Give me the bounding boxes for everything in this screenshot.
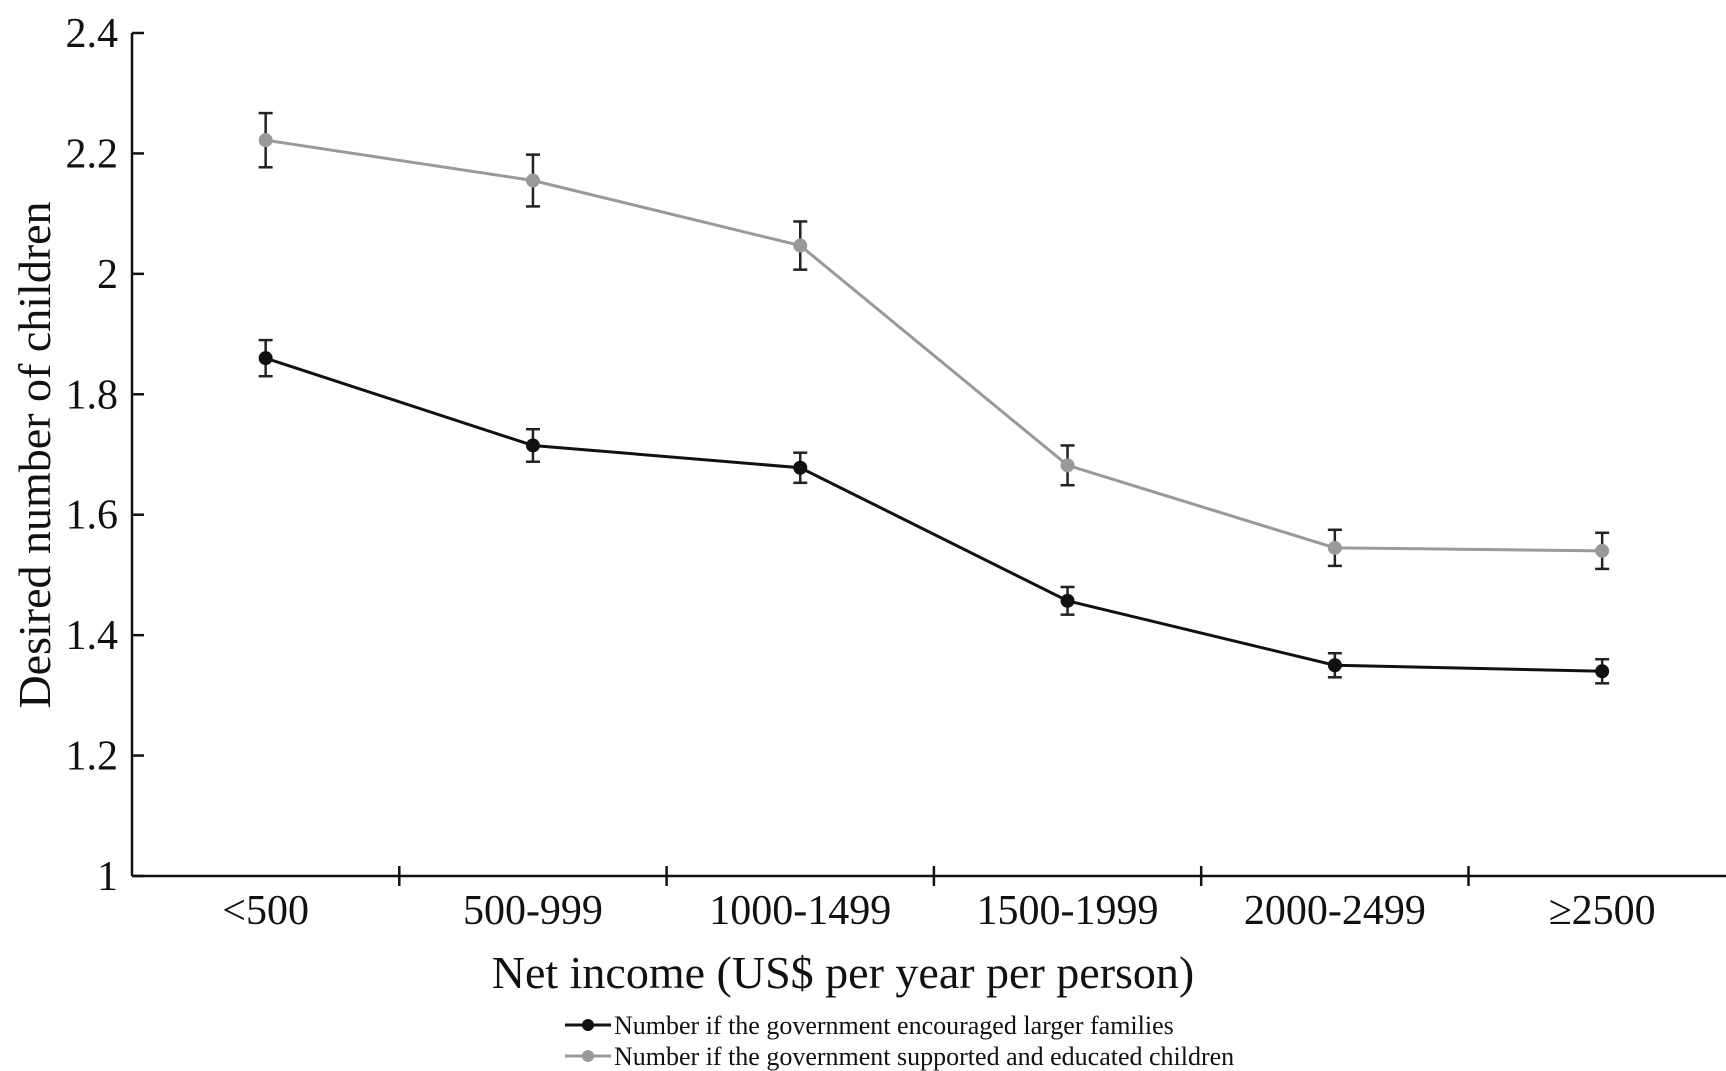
series-line [265,356,1603,673]
y-tick-label: 1.4 [66,613,119,659]
x-tick-label: ≥2500 [1549,888,1656,934]
y-tick-label: 2.2 [66,131,119,177]
y-tick-label: 1.2 [66,734,119,780]
series-1 [258,338,1610,685]
data-point [1595,543,1610,558]
legend-item: Number if the government encouraged larg… [565,1011,1174,1040]
x-tick-label: 2000-2499 [1244,888,1426,934]
x-tick-label: 1500-1999 [977,888,1159,934]
data-point [258,133,273,148]
y-ticks: 1 1.2 1.4 1.6 1.8 2 2.2 2.4 [66,11,144,900]
legend-swatch-marker [582,1050,594,1062]
y-tick-label: 1 [97,854,118,900]
x-tick-label: 500-999 [463,888,603,934]
x-tick-label: <500 [222,888,309,934]
data-point [1595,664,1610,679]
data-point [1060,593,1075,608]
legend-item: Number if the government supported and e… [565,1042,1234,1071]
data-point [793,460,808,475]
data-point [525,173,540,188]
data-point [1327,658,1342,673]
y-tick-label: 2.4 [66,11,119,57]
series-line [265,138,1603,553]
legend-label: Number if the government supported and e… [614,1042,1234,1071]
y-tick-label: 2 [97,252,118,298]
legend-swatch-marker [582,1019,594,1031]
x-axis-title: Net income (US$ per year per person) [492,947,1195,998]
legend-label: Number if the government encouraged larg… [614,1011,1174,1040]
legend: Number if the government encouraged larg… [565,1011,1234,1071]
y-axis-title: Desired number of children [9,201,60,708]
data-point [525,438,540,453]
y-tick-label: 1.6 [66,493,119,539]
x-ticks: <500 500-999 1000-1499 1500-1999 2000-2499 ≥2… [222,866,1656,934]
data-point [1060,458,1075,473]
y-tick-label: 1.8 [66,372,119,418]
data-point [793,238,808,253]
data-point [1327,540,1342,555]
axes: 1 1.2 1.4 1.6 1.8 2 2.2 2.4 <500 500-999 1000-149… [66,11,1726,934]
series-layer [258,111,1610,685]
series-2 [258,111,1610,571]
data-point [258,351,273,366]
x-tick-label: 1000-1499 [709,888,891,934]
